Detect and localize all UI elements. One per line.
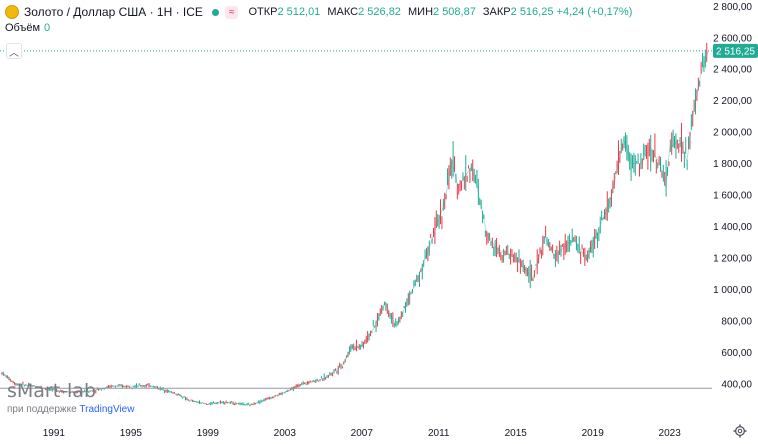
compare-button[interactable]: ≈: [224, 5, 239, 19]
symbol-title[interactable]: Золото / Доллар США · 1H · ICE: [24, 5, 203, 19]
price-tick-label: 2 800,00: [713, 2, 752, 13]
chevron-up-icon: ︿: [9, 47, 19, 59]
gear-icon[interactable]: [733, 424, 747, 438]
time-tick-label: 1999: [197, 428, 220, 439]
price-tick-label: 2 400,00: [713, 65, 752, 76]
time-tick-label: 1991: [43, 428, 66, 439]
series-line: [1, 50, 709, 406]
low-value: 2 508,87: [433, 6, 476, 18]
price-tick-label: 1 400,00: [713, 222, 752, 233]
price-tick-label: 1 800,00: [713, 159, 752, 170]
open-value: 2 512,01: [277, 6, 321, 18]
volume-label: Объём: [5, 22, 41, 34]
time-axis: 1991 1995 1999 2003 2007 2011 2015 2019 2023: [43, 428, 681, 439]
watermark: sMart-lab при поддержке TradingView: [7, 380, 134, 415]
time-tick-label: 2011: [428, 428, 450, 439]
change-value: +4,24 (+0,17%): [556, 6, 633, 18]
time-tick-label: 2023: [659, 428, 682, 439]
last-price-tag: 2 516,25: [713, 43, 758, 58]
price-tick-label: 1 000,00: [713, 285, 752, 296]
low-label: МИН: [408, 6, 434, 18]
high-value: 2 526,82: [358, 6, 401, 18]
price-axis: 400,00 600,00 800,00 1 000,00 1 200,00 1 400,…: [713, 2, 752, 391]
time-tick-label: 2019: [582, 428, 605, 439]
time-tick-label: 2007: [351, 428, 374, 439]
price-tick-label: 1 200,00: [713, 253, 752, 264]
time-tick-label: 1995: [120, 428, 143, 439]
open-label: ОТКР: [248, 6, 278, 18]
watermark-sub: при поддержке TradingView: [7, 404, 134, 415]
ohlc-values: ОТКР2 512,01 МАКС2 526,82 МИН2 508,87 ЗА…: [248, 6, 632, 18]
last-price-label: 2 516,25: [716, 46, 755, 57]
price-tick-label: 800,00: [721, 316, 752, 327]
collapse-legend-button[interactable]: ︿: [6, 43, 22, 59]
market-status-icon: [211, 8, 219, 16]
price-tick-label: 1 600,00: [713, 191, 752, 202]
close-label: ЗАКР: [482, 6, 511, 18]
volume-value: 0: [44, 22, 51, 34]
volume-legend: Объём 0: [5, 22, 50, 34]
candlesticks: [1, 42, 708, 407]
watermark-brand: sMart-lab: [7, 380, 97, 402]
price-tick-label: 2 200,00: [713, 96, 752, 107]
price-tick-label: 600,00: [721, 348, 752, 359]
symbol-header: Золото / Доллар США · 1H · ICE ≈ ОТКР2 5…: [5, 3, 632, 21]
high-label: МАКС: [327, 6, 359, 18]
last-price-tag-bg: [713, 43, 758, 58]
price-tick-label: 400,00: [721, 379, 752, 390]
gold-coin-icon: [5, 5, 19, 19]
close-value: 2 516,25: [510, 6, 554, 18]
tradingview-link[interactable]: TradingView: [79, 404, 135, 415]
watermark-prefix: при поддержке: [7, 404, 77, 415]
price-tick-label: 2 600,00: [713, 33, 752, 44]
time-tick-label: 2003: [274, 428, 297, 439]
price-tick-label: 2 000,00: [713, 128, 752, 139]
time-tick-label: 2015: [505, 428, 528, 439]
